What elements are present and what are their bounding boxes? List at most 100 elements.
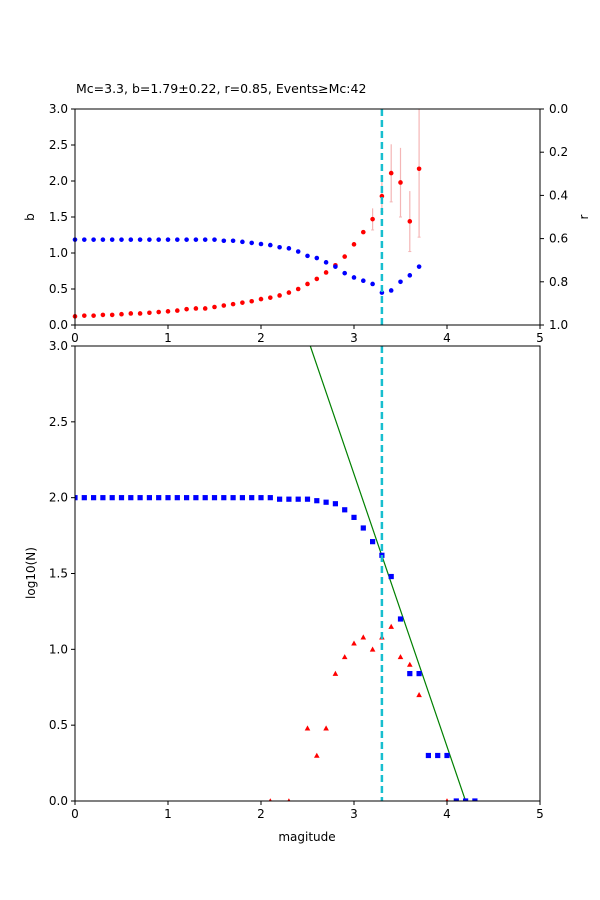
r-value-point (370, 281, 375, 287)
cumulative-count-point (100, 495, 106, 501)
y-tick-label: 1.5 (49, 210, 68, 224)
b-value-point (277, 293, 282, 298)
frequency-magnitude-plot-area: 0 1 2 3 4 5 0.0 0.5 1.0 1.5 2.0 2.5 3.0 (49, 339, 544, 821)
r-value-point (240, 239, 245, 245)
r-value-point (333, 264, 338, 269)
r-value-point (184, 237, 189, 242)
cumulative-count-point (416, 671, 422, 677)
cumulative-count-point (425, 752, 431, 759)
r-value-point (342, 270, 348, 276)
r-value-point (156, 237, 161, 242)
b-value-point (416, 166, 422, 172)
cumulative-count-point (137, 495, 143, 501)
y-tick-label: 0.5 (49, 718, 68, 732)
r-value-point (407, 273, 413, 278)
x-tick-label: 2 (257, 807, 265, 821)
b-value-point (351, 242, 357, 247)
b-value-point (240, 300, 245, 305)
b-value-point (407, 219, 413, 224)
b-value-point (184, 306, 189, 312)
r-value-point (230, 238, 236, 244)
b-value-point (212, 304, 217, 310)
r-value-point (277, 244, 282, 250)
b-r-panel: Mc=3.3, b=1.79±0.22, r=0.85, Events≥Mc:4… (23, 81, 591, 345)
b-value-point (119, 311, 124, 317)
x-tick-label: 4 (443, 331, 451, 345)
r-value-point (416, 264, 422, 269)
b-value-point (156, 309, 161, 315)
b-value-point (100, 312, 106, 318)
cumulative-count-point (184, 495, 190, 501)
y-tick-label: 3.0 (49, 339, 68, 353)
cumulative-count-point (342, 507, 348, 513)
b-value-point (147, 310, 152, 316)
y-tick-label: 2.0 (49, 491, 68, 505)
cumulative-count-point (397, 616, 404, 622)
b-value-point (258, 296, 264, 302)
incremental-count-point (268, 798, 272, 801)
x-tick-label: 3 (350, 331, 358, 345)
r-value-point (221, 238, 227, 244)
b-value-point (175, 308, 180, 313)
cumulative-count-point (332, 501, 338, 507)
r-value-point (137, 237, 143, 242)
r-value-point (193, 237, 199, 242)
fmd-axes-frame (74, 345, 541, 802)
b-value-point (109, 312, 115, 318)
y-tick-label: 0.5 (49, 282, 68, 296)
cumulative-count-point (202, 495, 208, 501)
y2-tick-label: 1.0 (549, 318, 568, 332)
fmd-clipped-marks (75, 346, 478, 801)
x-tick-label: 2 (257, 331, 265, 345)
r-value-point (388, 288, 394, 293)
y-axis-label-r: r (577, 214, 591, 219)
x-axis-label: magitude (278, 830, 335, 844)
cumulative-count-point (91, 495, 97, 501)
y-axis-label-b: b (23, 213, 37, 221)
incremental-count-point (445, 798, 449, 801)
incremental-count-point (323, 725, 329, 731)
b-value-point (314, 276, 320, 282)
y-tick-label: 1.5 (49, 567, 68, 581)
incremental-count-point (287, 798, 291, 801)
x-tick-label: 1 (164, 331, 172, 345)
b-value-point (268, 295, 273, 300)
incremental-count-point (341, 654, 348, 660)
cumulative-count-point (118, 495, 125, 501)
b-value-point (230, 301, 236, 307)
y-tick-label: 0.0 (49, 318, 68, 332)
r-value-point (286, 246, 292, 251)
r-value-point (314, 255, 320, 261)
r-value-point (268, 242, 273, 248)
b-value-point (286, 290, 292, 295)
incremental-count-point (351, 640, 357, 646)
r-value-point (119, 237, 124, 242)
cumulative-count-point (453, 798, 459, 801)
cumulative-count-point (323, 499, 329, 505)
cumulative-count-point (193, 495, 199, 501)
x-tick-label: 0 (71, 331, 79, 345)
gr-fit-line (309, 346, 467, 801)
r-value-point (361, 278, 366, 284)
b-value-point (221, 303, 227, 308)
cumulative-count-point (109, 495, 115, 501)
b-value-point (202, 306, 208, 311)
cumulative-count-point (360, 525, 366, 531)
y-tick-label: 2.5 (49, 415, 68, 429)
r-value-point (82, 237, 87, 242)
cumulative-count-point (174, 495, 180, 501)
incremental-count-point (360, 634, 367, 640)
cumulative-count-point (128, 495, 134, 501)
cumulative-count-point (463, 798, 469, 801)
b-value-point (128, 311, 134, 316)
r-value-point (398, 279, 403, 285)
r-value-point (165, 237, 171, 242)
r-value-point (100, 237, 106, 242)
b-value-point (295, 286, 301, 292)
x-tick-label: 3 (350, 807, 358, 821)
incremental-count-point (369, 646, 376, 652)
b-value-point (165, 309, 171, 314)
x-tick-label: 5 (536, 331, 544, 345)
r-value-point (249, 240, 254, 246)
